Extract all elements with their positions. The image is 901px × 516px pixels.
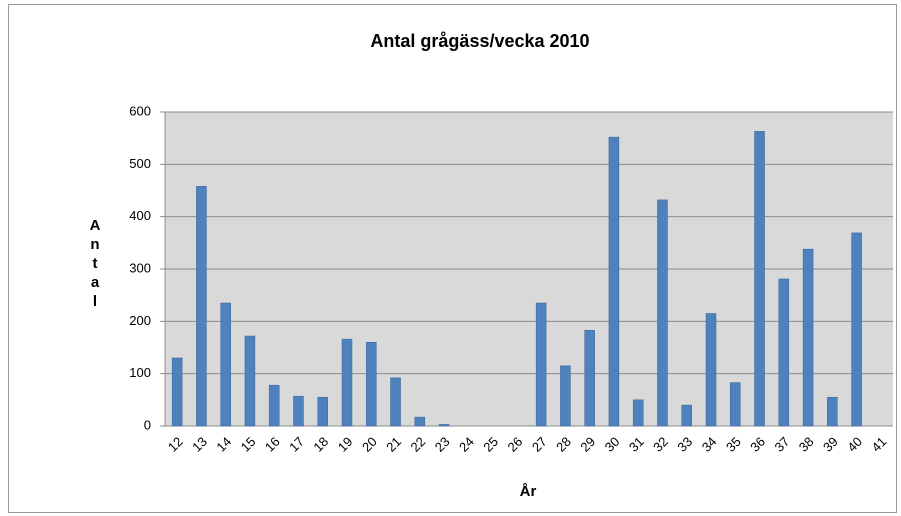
bar <box>341 338 353 427</box>
bar <box>244 335 256 427</box>
y-tick-label: 0 <box>144 417 151 432</box>
y-tick-label: 600 <box>129 103 151 118</box>
bar <box>632 399 644 427</box>
y-tick-label: 400 <box>129 208 151 223</box>
y-tick-label: 500 <box>129 156 151 171</box>
bar <box>438 424 450 427</box>
y-tick-label: 300 <box>129 260 151 275</box>
bar <box>390 377 401 427</box>
bar <box>366 342 377 427</box>
bar <box>778 278 790 427</box>
bar <box>293 395 304 427</box>
x-axis-label: År <box>520 483 537 500</box>
bar <box>317 396 328 427</box>
chart-title: Antal grågäss/vecka 2010 <box>370 31 589 51</box>
bar <box>730 382 741 427</box>
bar <box>414 416 426 427</box>
bar <box>705 313 717 427</box>
bar <box>220 302 231 427</box>
bar <box>268 384 280 427</box>
bar <box>681 404 692 427</box>
bar <box>608 136 620 427</box>
bar <box>171 357 183 427</box>
bar <box>851 232 862 427</box>
bar <box>657 199 668 427</box>
bar <box>196 186 207 427</box>
y-tick-label: 200 <box>129 313 151 328</box>
y-tick-label: 100 <box>129 365 151 380</box>
bar <box>802 248 814 427</box>
bar <box>754 131 765 427</box>
bar <box>584 329 595 427</box>
bar <box>535 302 547 427</box>
bar <box>827 396 838 427</box>
bar <box>560 365 571 427</box>
